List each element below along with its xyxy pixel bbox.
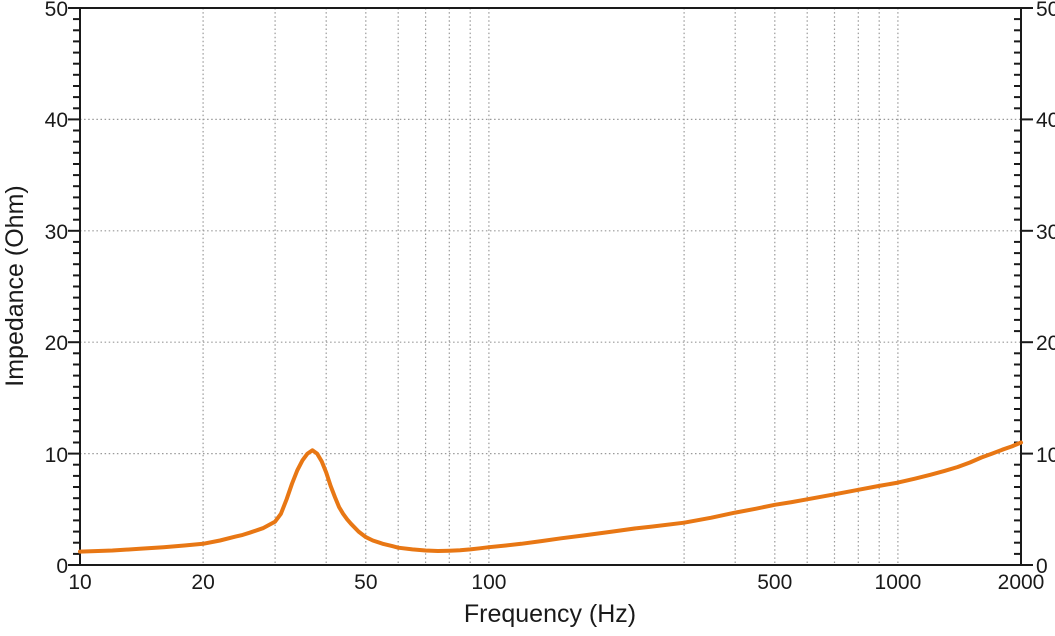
x-tick-label: 1000 xyxy=(874,571,922,594)
x-tick-label: 50 xyxy=(354,571,378,594)
y-tick-label-left: 0 xyxy=(56,555,68,578)
y-tick-label-right: 20 xyxy=(1036,332,1055,356)
y-axis-title: Impedance (Ohm) xyxy=(1,185,29,387)
x-tick-label: 2000 xyxy=(997,571,1045,594)
x-tick-label: 20 xyxy=(191,571,215,594)
x-tick-label: 500 xyxy=(757,571,793,594)
y-tick-label-right: 0 xyxy=(1036,555,1048,578)
x-tick-label: 10 xyxy=(68,571,92,594)
y-tick-label-right: 50 xyxy=(1036,0,1055,21)
x-axis-title: Frequency (Hz) xyxy=(463,600,637,628)
x-tick-label: 100 xyxy=(471,571,507,594)
y-tick-label-right: 40 xyxy=(1036,109,1055,133)
y-tick-label-left: 50 xyxy=(44,0,68,21)
y-tick-label-right: 30 xyxy=(1036,220,1055,244)
y-tick-label-left: 10 xyxy=(44,443,68,467)
y-tick-label-left: 30 xyxy=(44,220,68,244)
y-tick-label-left: 40 xyxy=(44,109,68,133)
y-tick-label-right: 10 xyxy=(1036,443,1055,467)
y-tick-label-left: 20 xyxy=(44,332,68,356)
